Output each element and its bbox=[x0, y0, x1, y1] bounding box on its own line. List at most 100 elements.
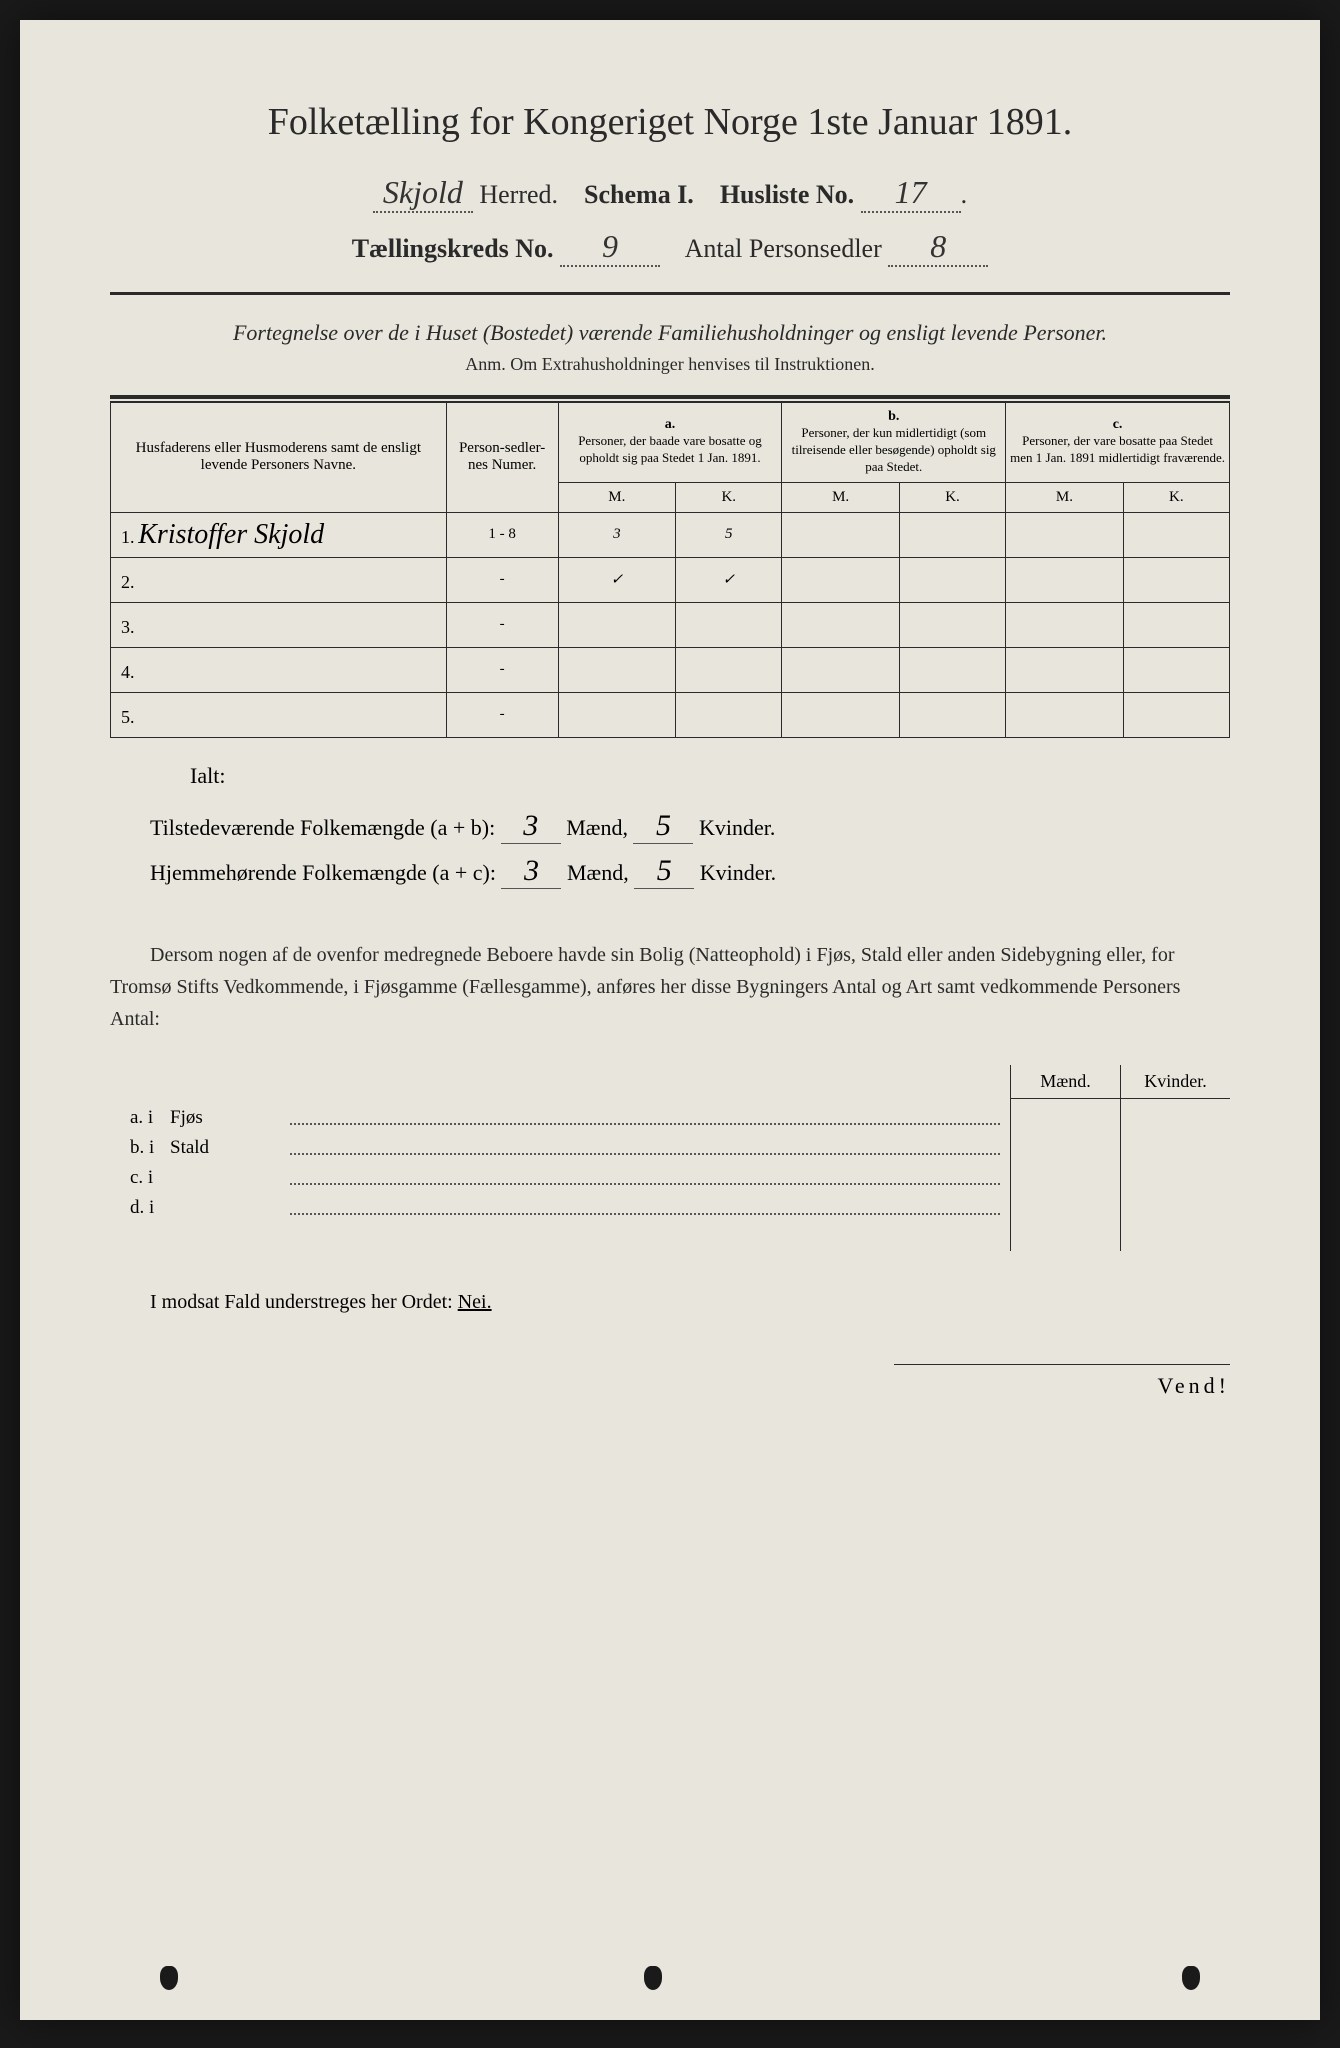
total2-maend-label: Mænd, bbox=[567, 860, 629, 885]
total2-kvinder-label: Kvinder. bbox=[700, 860, 776, 885]
total2-kvinder-value: 5 bbox=[634, 854, 694, 889]
buildings-header-maend: Mænd. bbox=[1011, 1065, 1120, 1099]
row-bk-cell bbox=[899, 692, 1005, 737]
building-row: b. i Stald bbox=[110, 1137, 1010, 1159]
row-bk-cell bbox=[899, 557, 1005, 602]
building-name: Stald bbox=[170, 1137, 290, 1159]
row-cm-cell bbox=[1006, 692, 1124, 737]
divider bbox=[110, 292, 1230, 295]
col-c-text: Personer, der vare bosatte paa Stedet me… bbox=[1010, 433, 1225, 467]
vend-label: Vend! bbox=[894, 1364, 1230, 1399]
row-ck-cell bbox=[1123, 602, 1229, 647]
col-c-letter: c. bbox=[1010, 417, 1225, 433]
row-am-cell bbox=[558, 692, 676, 737]
page-title: Folketælling for Kongeriget Norge 1ste J… bbox=[110, 100, 1230, 144]
buildings-cell bbox=[1011, 1175, 1120, 1213]
row-cm-cell bbox=[1006, 602, 1124, 647]
subtitle: Fortegnelse over de i Huset (Bostedet) v… bbox=[110, 320, 1230, 346]
building-label: c. i bbox=[110, 1167, 170, 1189]
row-num-cell: - bbox=[446, 692, 558, 737]
total2-label: Hjemmehørende Folkemængde (a + c): bbox=[150, 860, 496, 885]
building-row: a. i Fjøs bbox=[110, 1107, 1010, 1129]
row-name-cell: 5. bbox=[111, 692, 447, 737]
building-label: d. i bbox=[110, 1197, 170, 1219]
nei-text: I modsat Fald understreges her Ordet: bbox=[150, 1291, 453, 1313]
header-line-1: Skjold Herred. Schema I. Husliste No. 17… bbox=[110, 174, 1230, 213]
row-bm-cell bbox=[782, 647, 900, 692]
building-row: d. i bbox=[110, 1197, 1010, 1219]
row-ak-cell: ✓ bbox=[676, 557, 782, 602]
row-cm-cell bbox=[1006, 512, 1124, 557]
row-am-cell: 3 bbox=[558, 512, 676, 557]
col-c-m: M. bbox=[1006, 482, 1124, 512]
col-b-m: M. bbox=[782, 482, 900, 512]
row-bm-cell bbox=[782, 512, 900, 557]
col-header-num: Person-sedler-nes Numer. bbox=[446, 403, 558, 513]
table-row: 5. - bbox=[111, 692, 1230, 737]
header-line-2: Tællingskreds No. 9 Antal Personsedler 8 bbox=[110, 228, 1230, 267]
building-label: a. i bbox=[110, 1107, 170, 1129]
buildings-cell bbox=[1121, 1213, 1230, 1251]
building-dots bbox=[290, 1201, 1000, 1215]
col-b-k: K. bbox=[899, 482, 1005, 512]
row-cm-cell bbox=[1006, 647, 1124, 692]
row-bk-cell bbox=[899, 647, 1005, 692]
buildings-cell bbox=[1011, 1137, 1120, 1175]
row-ck-cell bbox=[1123, 647, 1229, 692]
buildings-cell bbox=[1011, 1099, 1120, 1137]
building-dots bbox=[290, 1111, 1000, 1125]
row-cm-cell bbox=[1006, 557, 1124, 602]
ink-blob bbox=[1182, 1966, 1200, 1990]
row-ak-cell bbox=[676, 692, 782, 737]
row-am-cell: ✓ bbox=[558, 557, 676, 602]
row-bm-cell bbox=[782, 692, 900, 737]
table-row: 4. - bbox=[111, 647, 1230, 692]
col-b-letter: b. bbox=[786, 409, 1001, 425]
building-name: Fjøs bbox=[170, 1107, 290, 1129]
nei-line: I modsat Fald understreges her Ordet: Ne… bbox=[150, 1291, 1230, 1314]
building-dots bbox=[290, 1171, 1000, 1185]
table-row: 2. - ✓ ✓ bbox=[111, 557, 1230, 602]
total1-label: Tilstedeværende Folkemængde (a + b): bbox=[150, 815, 495, 840]
row-ck-cell bbox=[1123, 692, 1229, 737]
row-ak-cell: 5 bbox=[676, 512, 782, 557]
kreds-label: Tællingskreds No. bbox=[352, 234, 554, 263]
row-am-cell bbox=[558, 647, 676, 692]
row-num-cell: - bbox=[446, 602, 558, 647]
total1-maend-label: Mænd, bbox=[566, 815, 628, 840]
total-present: Tilstedeværende Folkemængde (a + b): 3 M… bbox=[150, 809, 1230, 844]
buildings-cell bbox=[1011, 1213, 1120, 1251]
buildings-col-maend: Mænd. bbox=[1010, 1065, 1120, 1251]
building-row: c. i bbox=[110, 1167, 1010, 1189]
row-ak-cell bbox=[676, 647, 782, 692]
row-bm-cell bbox=[782, 557, 900, 602]
col-header-name: Husfaderens eller Husmoderens samt de en… bbox=[111, 403, 447, 513]
row-num-cell: - bbox=[446, 557, 558, 602]
table-row: 3. - bbox=[111, 602, 1230, 647]
antal-label: Antal Personsedler bbox=[685, 234, 882, 263]
antal-value: 8 bbox=[888, 228, 988, 267]
total-resident: Hjemmehørende Folkemængde (a + c): 3 Mæn… bbox=[150, 854, 1230, 889]
document-page: Folketælling for Kongeriget Norge 1ste J… bbox=[20, 20, 1320, 2020]
table-top-border bbox=[110, 395, 1230, 399]
buildings-paragraph: Dersom nogen af de ovenfor medregnede Be… bbox=[110, 939, 1230, 1035]
ink-blob bbox=[160, 1966, 178, 1990]
row-bm-cell bbox=[782, 602, 900, 647]
row-bk-cell bbox=[899, 602, 1005, 647]
buildings-cell bbox=[1121, 1137, 1230, 1175]
buildings-section: a. i Fjøs b. i Stald c. i d. i Mænd. Kvi… bbox=[110, 1065, 1230, 1251]
buildings-cell bbox=[1121, 1175, 1230, 1213]
row-name-cell: 4. bbox=[111, 647, 447, 692]
husliste-label: Husliste No. bbox=[720, 180, 854, 209]
row-ck-cell bbox=[1123, 557, 1229, 602]
building-label: b. i bbox=[110, 1137, 170, 1159]
row-name-cell: 1. Kristoffer Skjold bbox=[111, 512, 447, 557]
building-dots bbox=[290, 1141, 1000, 1155]
herred-value: Skjold bbox=[373, 174, 473, 213]
note: Anm. Om Extrahusholdninger henvises til … bbox=[110, 354, 1230, 375]
buildings-col-kvinder: Kvinder. bbox=[1120, 1065, 1230, 1251]
total1-kvinder-value: 5 bbox=[633, 809, 693, 844]
table-row: 1. Kristoffer Skjold 1 - 8 3 5 bbox=[111, 512, 1230, 557]
row-bk-cell bbox=[899, 512, 1005, 557]
nei-word: Nei. bbox=[458, 1291, 492, 1313]
